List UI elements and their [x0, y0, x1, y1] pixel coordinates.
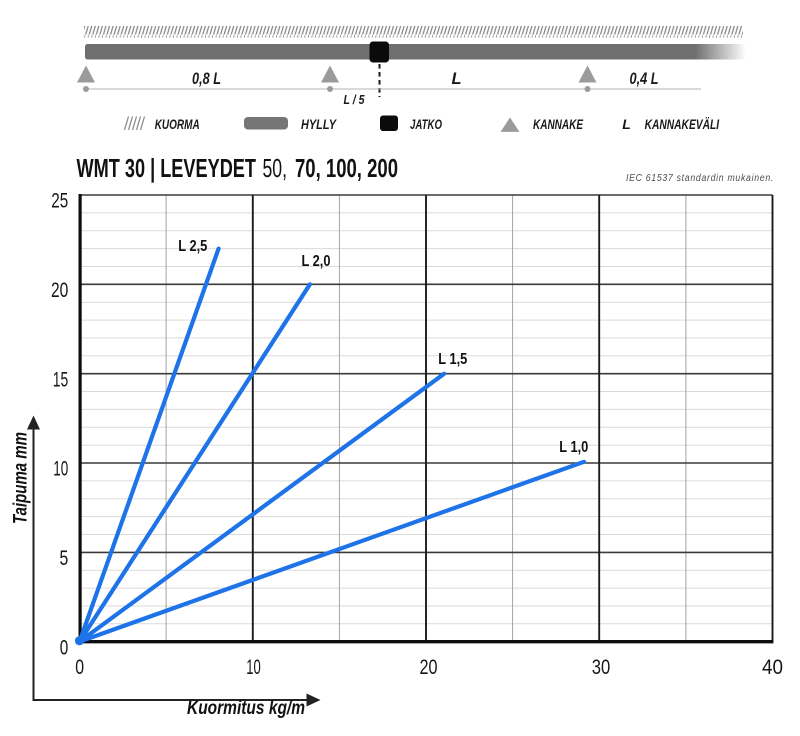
svg-text:25: 25: [51, 189, 68, 213]
svg-text:L 2,5: L 2,5: [178, 238, 207, 255]
svg-text:15: 15: [53, 367, 69, 391]
svg-text:L 1,0: L 1,0: [559, 439, 588, 456]
svg-text:KANNAKE: KANNAKE: [533, 116, 583, 132]
svg-text:0: 0: [75, 655, 84, 679]
svg-text:5: 5: [60, 546, 69, 570]
svg-text:50,: 50,: [263, 155, 288, 183]
svg-text:40: 40: [762, 655, 783, 679]
svg-text:IEC 61537 standardin mukainen.: IEC 61537 standardin mukainen.: [626, 173, 774, 184]
svg-text:L / 5: L / 5: [344, 93, 366, 107]
svg-text:KUORMA: KUORMA: [155, 116, 200, 132]
svg-text:Taipuma mm: Taipuma mm: [10, 432, 31, 524]
svg-text:10: 10: [246, 655, 261, 679]
svg-text:20: 20: [51, 278, 68, 302]
svg-text:L 1,5: L 1,5: [438, 351, 467, 368]
svg-text:0,4 L: 0,4 L: [630, 70, 659, 88]
svg-text:0: 0: [60, 635, 69, 659]
svg-text:70, 100, 200: 70, 100, 200: [295, 155, 398, 183]
svg-text:20: 20: [420, 655, 438, 679]
svg-text:JATKO: JATKO: [410, 116, 442, 132]
svg-text:L: L: [622, 116, 631, 132]
svg-text:WMT 30 | LEVEYDET: WMT 30 | LEVEYDET: [77, 155, 257, 183]
svg-text:Kuormitus kg/m: Kuormitus kg/m: [187, 698, 305, 719]
svg-text:L: L: [451, 70, 461, 88]
svg-text:30: 30: [592, 655, 611, 679]
svg-text:0,8 L: 0,8 L: [192, 70, 221, 88]
svg-text:L 2,0: L 2,0: [302, 253, 331, 270]
svg-text:HYLLY: HYLLY: [301, 116, 337, 132]
svg-text:KANNAKEVÄLI: KANNAKEVÄLI: [645, 116, 720, 132]
svg-text:10: 10: [53, 457, 68, 481]
